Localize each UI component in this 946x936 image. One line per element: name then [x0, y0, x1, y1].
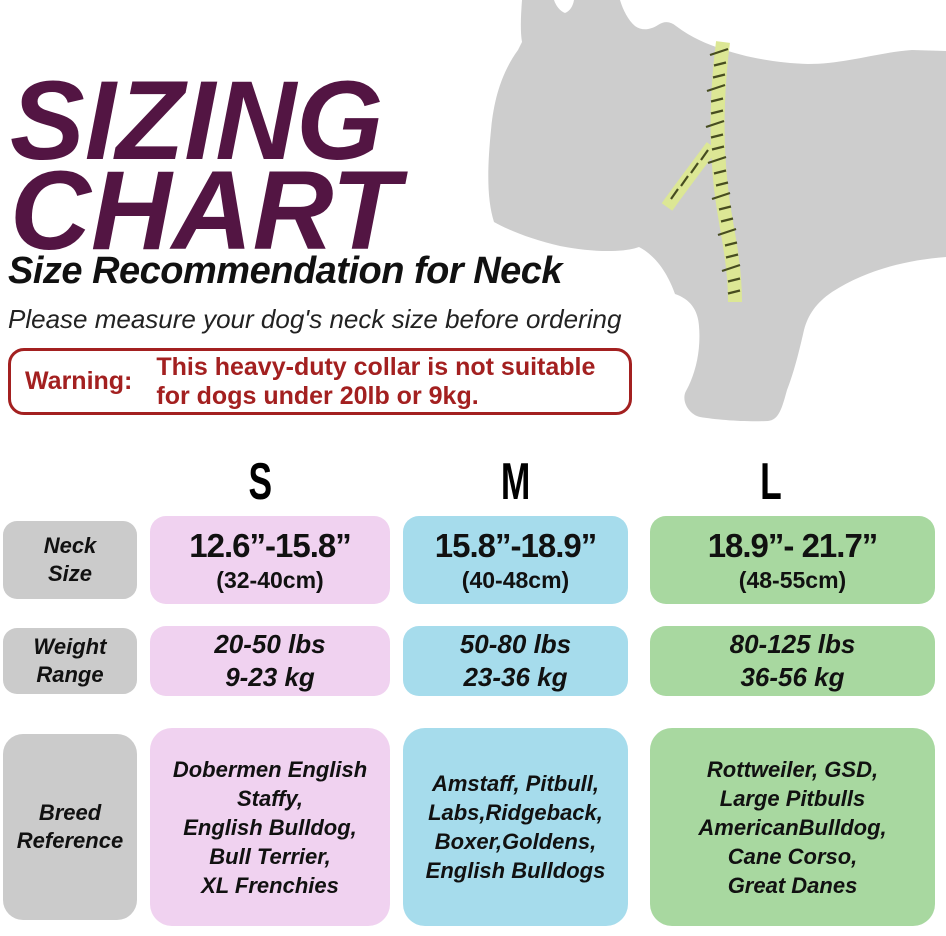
measuring-tape: [661, 41, 742, 303]
dog-silhouette-with-measuring-tape-icon: [488, 0, 946, 422]
measure-note: Please measure your dog's neck size befo…: [8, 304, 622, 334]
breed-text-l: Rottweiler, GSD, Large Pitbulls AmericanBu…: [698, 756, 887, 898]
neck-inches-l: 18.9”- 21.7”: [707, 526, 879, 564]
breed-cell-l: Rottweiler, GSD, Large Pitbulls AmericanBu…: [650, 728, 935, 926]
neck-cm-l: (48-55cm): [738, 566, 847, 593]
column-header-m: M: [500, 453, 531, 511]
neck-cm-s: (32-40cm): [216, 566, 324, 593]
breed-text-s: Dobermen English Staffy, English Bulldog, B…: [172, 756, 368, 898]
row-label-weight-range: Weight Range: [3, 628, 137, 694]
page-title: SIZING CHART: [10, 58, 400, 273]
weight-text-l: 80-125 lbs 36-56 kg: [729, 629, 856, 692]
breed-cell-m: Amstaff, Pitbull, Labs,Ridgeback, Boxer,Go…: [403, 728, 628, 926]
warning-box: Warning: This heavy-duty collar is not s…: [8, 348, 632, 415]
page-subtitle: Size Recommendation for Neck: [8, 250, 563, 292]
weight-cell-l: 80-125 lbs 36-56 kg: [650, 626, 935, 696]
weight-text-s: 20-50 lbs 9-23 kg: [214, 629, 326, 692]
neck-size-cell-m: 15.8”-18.9” (40-48cm): [403, 516, 628, 604]
breed-text-m: Amstaff, Pitbull, Labs,Ridgeback, Boxer,Go…: [425, 771, 606, 883]
neck-cm-m: (40-48cm): [461, 566, 570, 593]
row-label-neck-size: Neck Size: [3, 521, 137, 599]
warning-label: Warning:: [25, 367, 133, 395]
warning-text: This heavy-duty collar is not suitable fo…: [156, 352, 596, 410]
neck-inches-m: 15.8”-18.9”: [434, 526, 597, 564]
neck-size-cell-s: 12.6”-15.8” (32-40cm): [150, 516, 390, 604]
column-header-s: S: [248, 453, 272, 511]
neck-inches-s: 12.6”-15.8”: [189, 526, 351, 564]
neck-size-cell-l: 18.9”- 21.7” (48-55cm): [650, 516, 935, 604]
sizing-table: S M L Neck Size 12.6”-15.8” (32-40cm) 15.…: [3, 452, 935, 926]
breed-cell-s: Dobermen English Staffy, English Bulldog, B…: [150, 728, 390, 926]
weight-text-m: 50-80 lbs 23-36 kg: [459, 629, 572, 692]
weight-cell-m: 50-80 lbs 23-36 kg: [403, 626, 628, 696]
row-label-breed-reference: Breed Reference: [3, 734, 137, 920]
dog-graphic: [460, 0, 946, 440]
weight-cell-s: 20-50 lbs 9-23 kg: [150, 626, 390, 696]
column-header-l: L: [759, 453, 782, 511]
tape-ticks: [670, 47, 741, 295]
